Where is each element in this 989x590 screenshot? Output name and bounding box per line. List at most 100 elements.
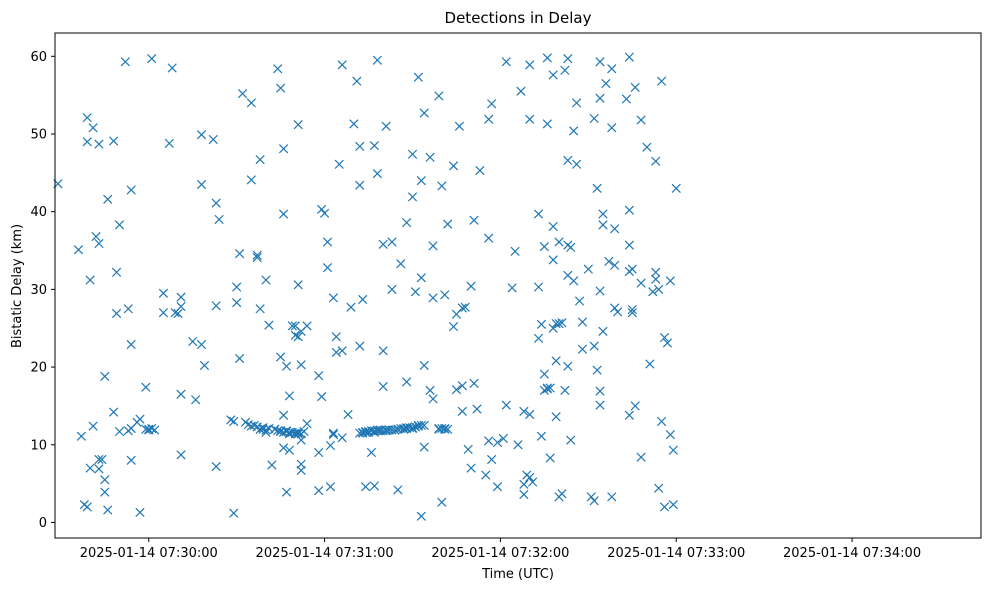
data-point-marker <box>557 489 567 499</box>
data-point-marker <box>656 76 667 86</box>
data-point-marker <box>671 183 681 194</box>
data-point-marker <box>607 123 617 133</box>
data-point-marker <box>396 259 406 269</box>
y-axis-ticks: 0 10 20 30 40 50 60 <box>30 50 55 531</box>
data-point-marker <box>428 293 438 303</box>
data-point-marker <box>501 400 511 410</box>
data-point-marker <box>665 430 676 440</box>
data-point-marker <box>545 453 555 463</box>
data-point-marker <box>378 381 388 392</box>
data-point-marker <box>369 141 380 151</box>
data-point-marker <box>457 303 467 313</box>
data-point-marker <box>337 433 347 443</box>
data-point-marker <box>536 319 547 329</box>
x-tick-label: 2025-01-14 07:30:00 <box>80 546 218 561</box>
data-point-marker <box>334 159 344 169</box>
data-point-marker <box>229 416 239 427</box>
data-point-marker <box>621 94 632 104</box>
data-point-marker <box>314 485 324 496</box>
data-point-marker <box>636 115 646 125</box>
x-axis-label: Time (UTC) <box>481 567 554 582</box>
data-point-marker <box>484 233 494 243</box>
data-point-marker <box>589 113 599 124</box>
data-point-marker <box>343 409 353 420</box>
data-point-marker <box>416 273 426 283</box>
data-point-marker <box>425 152 435 162</box>
data-point-marker <box>525 472 535 483</box>
data-point-marker <box>589 496 599 506</box>
data-point-marker <box>551 356 561 366</box>
data-point-marker <box>507 283 517 293</box>
x-tick-label: 2025-01-14 07:33:00 <box>607 546 745 561</box>
data-point-marker <box>563 361 573 371</box>
data-point-marker <box>281 487 292 497</box>
data-point-marker <box>630 82 640 93</box>
data-point-marker <box>76 431 86 441</box>
data-point-marker <box>410 422 421 432</box>
data-point-marker <box>542 53 552 63</box>
data-point-marker <box>569 126 579 136</box>
data-point-marker <box>188 336 198 347</box>
data-point-marker <box>293 280 303 290</box>
data-point-marker <box>284 445 295 455</box>
data-point-marker <box>278 209 289 219</box>
data-point-marker <box>548 323 558 333</box>
data-point-marker <box>413 72 423 82</box>
data-point-marker <box>407 423 418 433</box>
data-point-marker <box>589 341 599 351</box>
data-point-marker <box>196 339 207 350</box>
data-point-marker <box>191 395 201 405</box>
data-point-marker <box>196 179 207 190</box>
data-point-marker <box>484 114 494 124</box>
data-point-marker <box>668 445 678 455</box>
data-point-marker <box>211 461 221 472</box>
data-point-marker <box>654 284 664 295</box>
data-point-marker <box>252 252 262 263</box>
data-point-marker <box>513 440 523 450</box>
data-point-marker <box>270 424 280 434</box>
data-point-marker <box>147 423 157 434</box>
data-point-marker <box>317 391 327 402</box>
data-point-marker <box>358 294 368 305</box>
data-point-marker <box>598 209 608 219</box>
data-point-marker <box>548 255 558 265</box>
data-point-marker <box>293 332 303 342</box>
data-point-marker <box>273 426 283 436</box>
data-point-marker <box>349 119 359 129</box>
data-point-marker <box>533 209 544 219</box>
data-point-marker <box>255 304 265 314</box>
data-point-marker <box>437 181 447 191</box>
data-point-marker <box>440 423 450 434</box>
y-axis-label: Bistatic Delay (km) <box>10 224 25 348</box>
data-point-marker <box>381 121 391 131</box>
data-point-marker <box>566 435 576 445</box>
data-point-marker <box>475 165 485 176</box>
chart-title: Detections in Delay <box>445 9 592 27</box>
data-point-marker <box>331 347 341 357</box>
data-point-marker <box>94 454 104 465</box>
data-point-marker <box>519 479 529 490</box>
data-point-marker <box>613 307 623 317</box>
data-point-marker <box>563 155 573 166</box>
data-point-marker <box>284 391 295 401</box>
x-axis-ticks: 2025-01-14 07:30:00 2025-01-14 07:31:00 20… <box>80 538 921 561</box>
data-point-marker <box>355 180 365 190</box>
data-point-marker <box>264 320 274 330</box>
data-point-marker <box>261 275 271 285</box>
data-point-marker <box>571 159 582 169</box>
data-point-marker <box>325 440 336 451</box>
data-point-marker <box>466 463 476 473</box>
data-point-marker <box>278 144 289 154</box>
data-point-marker <box>100 487 110 497</box>
plot-area-frame <box>54 32 982 539</box>
data-point-marker <box>592 365 602 375</box>
data-point-marker <box>668 499 678 510</box>
data-point-marker <box>296 459 306 469</box>
data-point-marker <box>176 301 186 312</box>
x-tick-label: 2025-01-14 07:32:00 <box>431 546 569 561</box>
data-point-marker <box>100 371 110 382</box>
x-tick-label: 2025-01-14 07:31:00 <box>256 546 394 561</box>
data-point-marker <box>410 287 421 297</box>
data-point-marker <box>249 420 259 430</box>
data-point-marker <box>402 217 412 228</box>
